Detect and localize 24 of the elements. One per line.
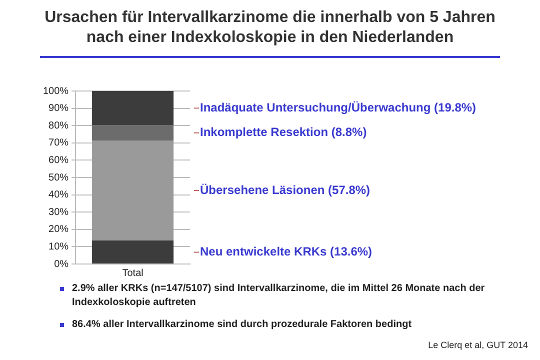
bar [92,140,174,240]
text: 86.4% aller Intervallkarzinome sind durch prozedurale Faktoren bedingt [72,318,412,332]
y-tick-label: 70% [48,138,69,149]
y-tick-label: 20% [48,224,69,236]
x-tick-label: Total [122,268,144,279]
text: Inadäquate Untersuchung/Überwachung (19.8%) [200,100,476,114]
y-tick-label: 80% [48,120,69,132]
bar [92,125,174,140]
y-tick-label: 50% [48,172,69,184]
y-tick-label: 0% [54,258,69,270]
y-tick-label: 60% [48,154,69,166]
y-tick-label: 40% [48,190,69,201]
text: Le Clerq et al, GUT 2014 [428,340,528,350]
text: 2.9% aller KRKs (n=147/5107) sind Intervallkarzinome, die im Mittel 26 Monate nach der Indexkoloskopie auftreten [72,282,486,310]
text: Neu entwickelte KRKs (13.6%) [200,244,372,259]
text: Ursachen für Intervallkarzinome die innerhalb von 5 Jahren nach einer Indexkoloskopie in den Niederlanden [44,8,496,48]
y-tick-label: 30% [48,206,69,218]
bar [92,240,174,264]
text: Inkomplette Resektion (8.8%) [200,125,367,140]
bar [92,91,174,126]
y-tick-label: 100% [43,86,69,97]
y-tick-label: 90% [48,103,69,114]
y-tick-label: 10% [48,241,69,252]
text: Übersehene Läsionen (57.8%) [200,182,370,197]
